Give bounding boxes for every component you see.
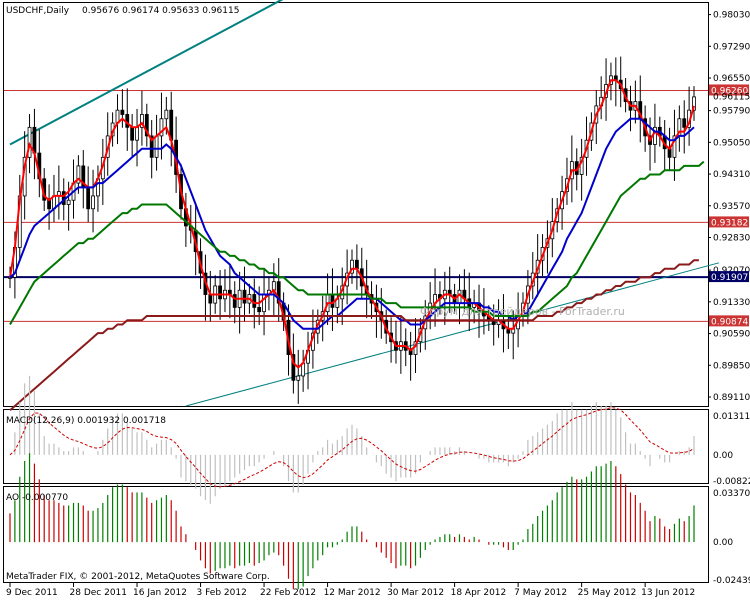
price-axis-label: 0.89850 <box>713 361 750 371</box>
candle-body <box>164 109 169 120</box>
symbol-label: USDCHF,Daily <box>6 6 70 16</box>
ao-title: AO -0.000770 <box>6 493 68 503</box>
channel-upper-line <box>9 0 284 146</box>
ohlc-label: 0.95676 0.96174 0.95633 0.96115 <box>82 6 239 16</box>
candle-body <box>242 289 247 304</box>
price-axis-label: 0.95050 <box>713 138 750 148</box>
level-label: 0.93182 <box>711 218 748 228</box>
candle-body <box>76 165 81 184</box>
time-axis-label: 9 Dec 2011 <box>6 588 58 598</box>
candle <box>296 349 301 404</box>
candle-body <box>120 109 125 115</box>
candle <box>350 249 354 284</box>
price-axis-label: 0.98030 <box>713 11 750 21</box>
candle-body <box>140 114 144 128</box>
candle <box>242 266 247 322</box>
current-price-label: 0.96115 <box>713 93 750 103</box>
price-axis-label: 0.90590 <box>713 330 750 340</box>
candle-body <box>86 186 91 210</box>
candle-body <box>354 259 359 270</box>
candle <box>91 169 95 233</box>
ma-line-0 <box>9 79 695 369</box>
time-axis-label: 28 Dec 2011 <box>70 588 128 598</box>
candle-body <box>130 126 135 141</box>
channel-lower-line <box>185 262 720 407</box>
macd-axis-label: -0.00822 <box>713 477 750 487</box>
candle <box>692 86 696 121</box>
time-axis-label: 30 Mar 2012 <box>387 588 444 598</box>
level-label-box <box>709 315 749 327</box>
time-axis-label: 12 Mar 2012 <box>324 588 381 598</box>
price-axis-label: 0.93570 <box>713 202 750 212</box>
candle-body <box>682 118 687 128</box>
time-axis-label: 18 Apr 2012 <box>451 588 507 598</box>
candle <box>120 89 125 128</box>
candle-body <box>135 126 139 141</box>
copyright-text: MetaTrader FIX, © 2001-2012, MetaQuotes … <box>6 572 270 582</box>
candle-body <box>257 306 262 313</box>
candle-body <box>672 135 677 158</box>
candle-body <box>91 195 95 210</box>
level-label-box <box>709 216 749 228</box>
candle <box>144 103 149 147</box>
ma-line-1 <box>9 117 695 330</box>
macd-signal-line <box>9 407 695 488</box>
candle-body <box>208 294 213 304</box>
price-axis-label: 0.94310 <box>713 170 750 180</box>
candle-body <box>218 285 222 300</box>
candle-body <box>350 259 354 274</box>
price-axis-label: 0.92830 <box>713 234 750 244</box>
candle-body <box>692 96 696 111</box>
price-pane-frame <box>3 2 709 407</box>
candle <box>276 258 281 322</box>
candle-body <box>291 354 296 381</box>
candle <box>257 286 262 325</box>
macd-axis-label: 0.00 <box>713 451 733 461</box>
price-axis-label: 0.96550 <box>713 74 750 84</box>
candle-body <box>296 375 301 381</box>
candle-body <box>232 294 237 308</box>
candle-body <box>154 135 159 158</box>
ma-line-3 <box>9 259 699 412</box>
candle <box>672 109 677 181</box>
candle-body <box>144 114 149 137</box>
candle-body <box>149 135 154 158</box>
candle-body <box>32 126 37 154</box>
price-axis-label: 0.89110 <box>713 393 750 403</box>
price-axis-label: 0.91330 <box>713 298 750 308</box>
candle <box>682 100 687 154</box>
level-label: 0.96260 <box>711 86 748 96</box>
candle-body <box>276 281 281 304</box>
ao-axis-label: 0.00 <box>713 538 733 548</box>
price-axis-label: 0.97290 <box>713 42 750 52</box>
level-label: 0.90874 <box>711 317 748 327</box>
level-label-box <box>709 271 749 283</box>
time-axis-label: 13 Jun 2012 <box>641 588 695 598</box>
time-axis-label: 3 Feb 2012 <box>197 588 247 598</box>
time-axis-label: 22 Feb 2012 <box>260 588 316 598</box>
ao-axis-label: 0.0337064 <box>713 489 750 499</box>
level-label-box <box>709 84 749 96</box>
price-axis-label: 0.95790 <box>713 107 750 117</box>
candle-body <box>27 126 32 158</box>
level-label: 0.91907 <box>711 273 748 283</box>
candle <box>140 90 144 146</box>
ao-pane-frame <box>3 486 709 583</box>
candle-body <box>66 199 71 205</box>
macd-axis-label: 0.013116 <box>713 412 750 422</box>
candle-body <box>159 118 164 137</box>
ao-axis-label: -0.024394 <box>713 576 750 586</box>
time-axis-label: 7 May 2012 <box>514 588 567 598</box>
macd-title: MACD(12,26,9) 0.001932 0.001718 <box>6 416 166 426</box>
ma-line-2 <box>9 160 705 325</box>
watermark-text: Форум для трейдеров - ForTrader.ru <box>420 305 625 318</box>
time-axis-label: 25 May 2012 <box>578 588 637 598</box>
time-axis-label: 16 Jan 2012 <box>133 588 187 598</box>
